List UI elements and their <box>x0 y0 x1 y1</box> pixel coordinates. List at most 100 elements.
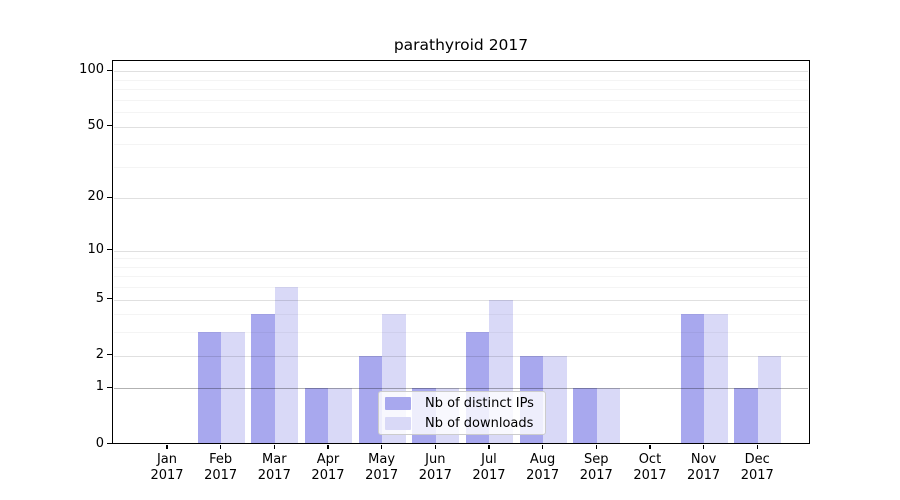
y-tick-label-1: 1 <box>95 379 104 395</box>
x-tick-year: 2017 <box>418 467 452 483</box>
x-tick-label-aug: Aug 2017 <box>513 452 573 483</box>
y-tick-label-100: 100 <box>79 62 104 78</box>
legend-label-downloads: Nb of downloads <box>425 415 534 431</box>
x-tick-label-sep: Sep 2017 <box>566 452 626 483</box>
gridline-minor <box>114 99 808 101</box>
y-tick-label-50: 50 <box>87 117 104 133</box>
legend-swatch-downloads <box>385 416 411 430</box>
x-tick-year: 2017 <box>633 467 667 483</box>
x-tick-label-feb: Feb 2017 <box>191 452 251 483</box>
x-tick-year: 2017 <box>150 467 184 483</box>
x-tick-mark <box>166 444 168 449</box>
legend-item-distinct-ips: Nb of distinct IPs <box>379 394 545 412</box>
y-tick-mark <box>106 442 112 445</box>
x-tick-month: Nov <box>690 452 717 467</box>
bar-mar-downloads <box>274 287 299 444</box>
gridline-minor <box>114 79 808 81</box>
y-tick-label-0: 0 <box>95 435 104 451</box>
legend-label-distinct-ips: Nb of distinct IPs <box>425 395 534 411</box>
gridline-minor <box>114 112 808 114</box>
x-tick-year: 2017 <box>526 467 560 483</box>
x-tick-mark <box>649 444 651 449</box>
bar-sep-downloads <box>596 388 621 444</box>
legend: Nb of distinct IPs Nb of downloads <box>378 391 546 435</box>
x-tick-year: 2017 <box>311 467 345 483</box>
bar-apr-distinct-ips <box>304 388 329 444</box>
y-tick-mark <box>106 298 112 300</box>
bar-apr-downloads <box>328 388 352 444</box>
x-tick-year: 2017 <box>365 467 399 483</box>
gridline-minor <box>114 332 808 334</box>
bar-feb-distinct-ips <box>197 332 222 444</box>
x-tick-year: 2017 <box>472 467 506 483</box>
x-tick-mark <box>488 444 490 449</box>
x-tick-month: Jan <box>156 452 178 467</box>
gridline-5 <box>114 299 808 301</box>
x-tick-mark <box>273 444 275 449</box>
chart-title: parathyroid 2017 <box>393 36 529 54</box>
x-tick-label-apr: Apr 2017 <box>298 452 358 483</box>
y-tick-label-20: 20 <box>87 189 104 205</box>
x-tick-label-mar: Mar 2017 <box>244 452 304 483</box>
y-tick-mark <box>106 69 112 71</box>
y-tick-label-10: 10 <box>87 241 104 257</box>
bar-sep-distinct-ips <box>573 388 597 444</box>
x-tick-month: Jun <box>425 452 446 467</box>
x-tick-label-jun: Jun 2017 <box>405 452 465 483</box>
x-tick-year: 2017 <box>257 467 291 483</box>
legend-swatch-distinct-ips <box>385 396 411 410</box>
gridline-20 <box>114 198 808 200</box>
x-tick-label-may: May 2017 <box>352 452 412 483</box>
bar-feb-downloads <box>221 332 245 444</box>
gridline-minor <box>114 266 808 268</box>
gridline-2 <box>114 355 808 357</box>
x-tick-month: Sep <box>584 452 609 467</box>
x-tick-year: 2017 <box>579 467 613 483</box>
x-tick-mark <box>381 444 383 449</box>
x-tick-month: Aug <box>529 452 556 467</box>
gridline-minor <box>114 276 808 278</box>
x-tick-label-jan: Jan 2017 <box>137 452 197 483</box>
gridline-minor <box>114 258 808 260</box>
y-tick-mark <box>106 354 112 356</box>
x-tick-month: Dec <box>744 452 770 467</box>
x-tick-label-nov: Nov 2017 <box>674 452 734 483</box>
legend-item-downloads: Nb of downloads <box>379 414 545 432</box>
gridline-minor <box>114 89 808 91</box>
x-tick-mark <box>595 444 597 449</box>
x-tick-year: 2017 <box>687 467 721 483</box>
bar-nov-downloads <box>704 314 728 444</box>
gridline-minor <box>114 144 808 146</box>
gridline-minor <box>114 287 808 289</box>
y-tick-mark <box>106 386 112 389</box>
y-tick-label-2: 2 <box>95 346 104 362</box>
y-tick-mark <box>106 249 112 251</box>
bar-nov-distinct-ips <box>680 314 705 444</box>
x-tick-mark <box>434 444 436 449</box>
x-tick-month: Jul <box>481 452 497 467</box>
x-tick-mark <box>703 444 705 449</box>
gridline-1 <box>114 388 808 390</box>
x-tick-year: 2017 <box>740 467 774 483</box>
gridline-minor <box>114 166 808 168</box>
bar-aug-downloads <box>543 355 567 444</box>
y-tick-mark <box>106 125 112 127</box>
bar-may-distinct-ips <box>358 355 383 444</box>
x-tick-month: May <box>368 452 396 467</box>
x-tick-mark <box>327 444 329 449</box>
bar-mar-distinct-ips <box>251 314 275 444</box>
bar-dec-distinct-ips <box>734 388 758 444</box>
x-tick-month: Mar <box>262 452 287 467</box>
plot-area <box>112 60 810 444</box>
x-tick-year: 2017 <box>204 467 238 483</box>
x-tick-label-jul: Jul 2017 <box>459 452 519 483</box>
y-tick-mark <box>106 196 112 198</box>
y-tick-label-5: 5 <box>95 290 104 306</box>
x-tick-month: Apr <box>316 452 340 467</box>
gridline-100 <box>114 71 808 73</box>
x-tick-month: Feb <box>209 452 233 467</box>
gridline-10 <box>114 250 808 252</box>
x-tick-label-dec: Dec 2017 <box>727 452 787 483</box>
x-tick-mark <box>220 444 222 449</box>
